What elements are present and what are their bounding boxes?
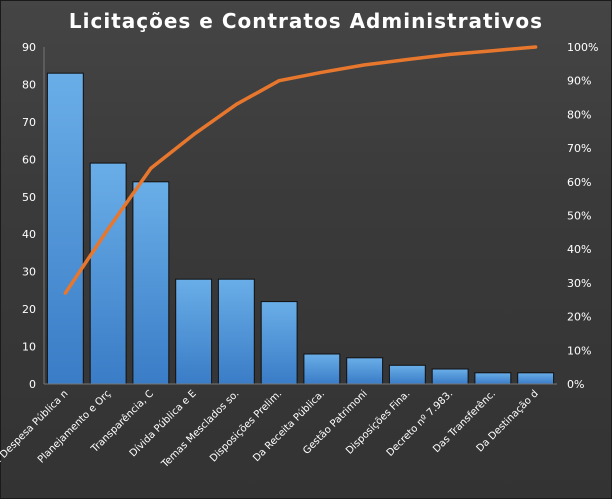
y-tick-label: 90 bbox=[22, 41, 36, 54]
cumulative-line bbox=[63, 45, 538, 295]
y-tick-label: 60 bbox=[22, 153, 36, 166]
y2-tick-label: 80% bbox=[567, 108, 591, 121]
y-tick-label: 50 bbox=[22, 191, 36, 204]
y2-tick-label: 90% bbox=[567, 75, 591, 88]
y2-tick-label: 50% bbox=[567, 210, 591, 223]
y-tick-label: 80 bbox=[22, 78, 36, 91]
y-tick-label: 0 bbox=[29, 378, 36, 391]
y-tick-label: 20 bbox=[22, 303, 36, 316]
y-tick-label: 30 bbox=[22, 266, 36, 279]
y2-tick-label: 40% bbox=[567, 243, 591, 256]
bar bbox=[388, 364, 426, 385]
y2-tick-label: 70% bbox=[567, 142, 591, 155]
bar bbox=[46, 72, 84, 385]
bar bbox=[89, 162, 127, 385]
bar bbox=[175, 278, 213, 385]
y2-tick-label: 100% bbox=[567, 41, 598, 54]
y2-tick-label: 30% bbox=[567, 277, 591, 290]
bar bbox=[474, 372, 512, 385]
bar bbox=[303, 353, 341, 385]
x-tick-label: Temas Mesclados so. bbox=[159, 388, 241, 470]
x-tick-label: Da Despesa Pública n bbox=[0, 388, 70, 473]
y2-tick-label: 0% bbox=[567, 378, 584, 391]
bar bbox=[431, 368, 469, 385]
y2-tick-label: 60% bbox=[567, 176, 591, 189]
y2-tick-label: 20% bbox=[567, 311, 591, 324]
bar bbox=[346, 357, 384, 385]
bar bbox=[517, 372, 555, 385]
y2-tick-label: 10% bbox=[567, 344, 591, 357]
bar bbox=[217, 278, 255, 385]
chart-title: Licitações e Contratos Administrativos bbox=[69, 9, 543, 33]
bar bbox=[260, 301, 298, 385]
plot-area: 0 10 20 30 40 50 60 70 80 90 0% 10% 20% 30% 40% 50% 60% 7… bbox=[0, 41, 598, 473]
y-tick-label: 10 bbox=[22, 341, 36, 354]
bar bbox=[132, 181, 170, 385]
y-tick-label: 40 bbox=[22, 228, 36, 241]
x-tick-label: Disposições Prelim. bbox=[208, 388, 284, 464]
x-tick-label: Planejamento e Orç bbox=[36, 388, 113, 465]
x-tick-label: Da Receita Pública. bbox=[250, 388, 327, 465]
y-tick-label: 70 bbox=[22, 116, 36, 129]
